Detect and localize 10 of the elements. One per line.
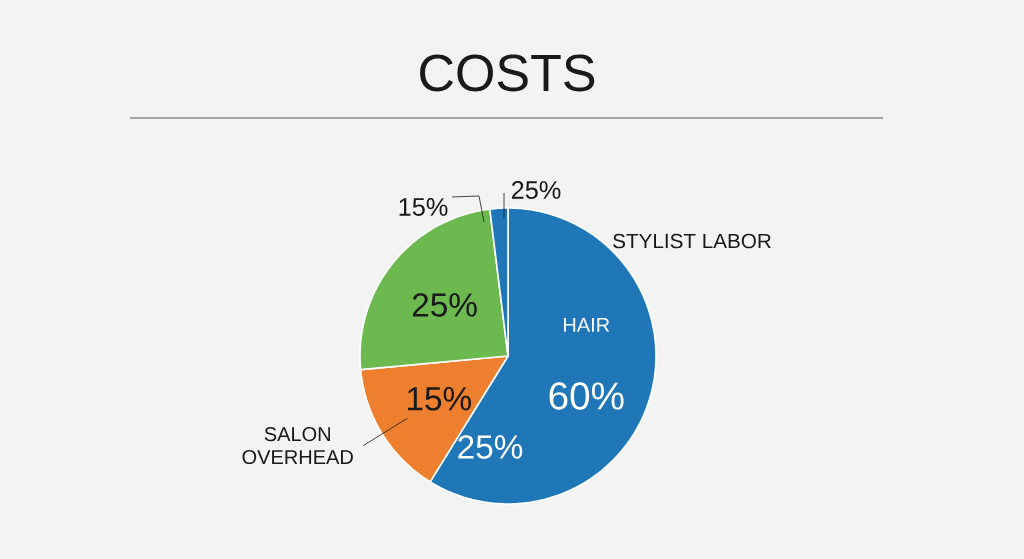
text: 15%	[399, 198, 448, 216]
data-label: 60%	[549, 382, 624, 410]
text: STYLIST LABOR	[613, 233, 771, 249]
slice-label: SALON OVERHEAD	[242, 427, 353, 465]
data-label: 25%	[412, 293, 477, 317]
data-label: 15%	[407, 387, 471, 411]
text: 25%	[458, 435, 523, 459]
chart-title: COSTS	[420, 54, 595, 92]
slice-label: HAIR	[564, 318, 610, 332]
text: 25%	[511, 181, 561, 199]
